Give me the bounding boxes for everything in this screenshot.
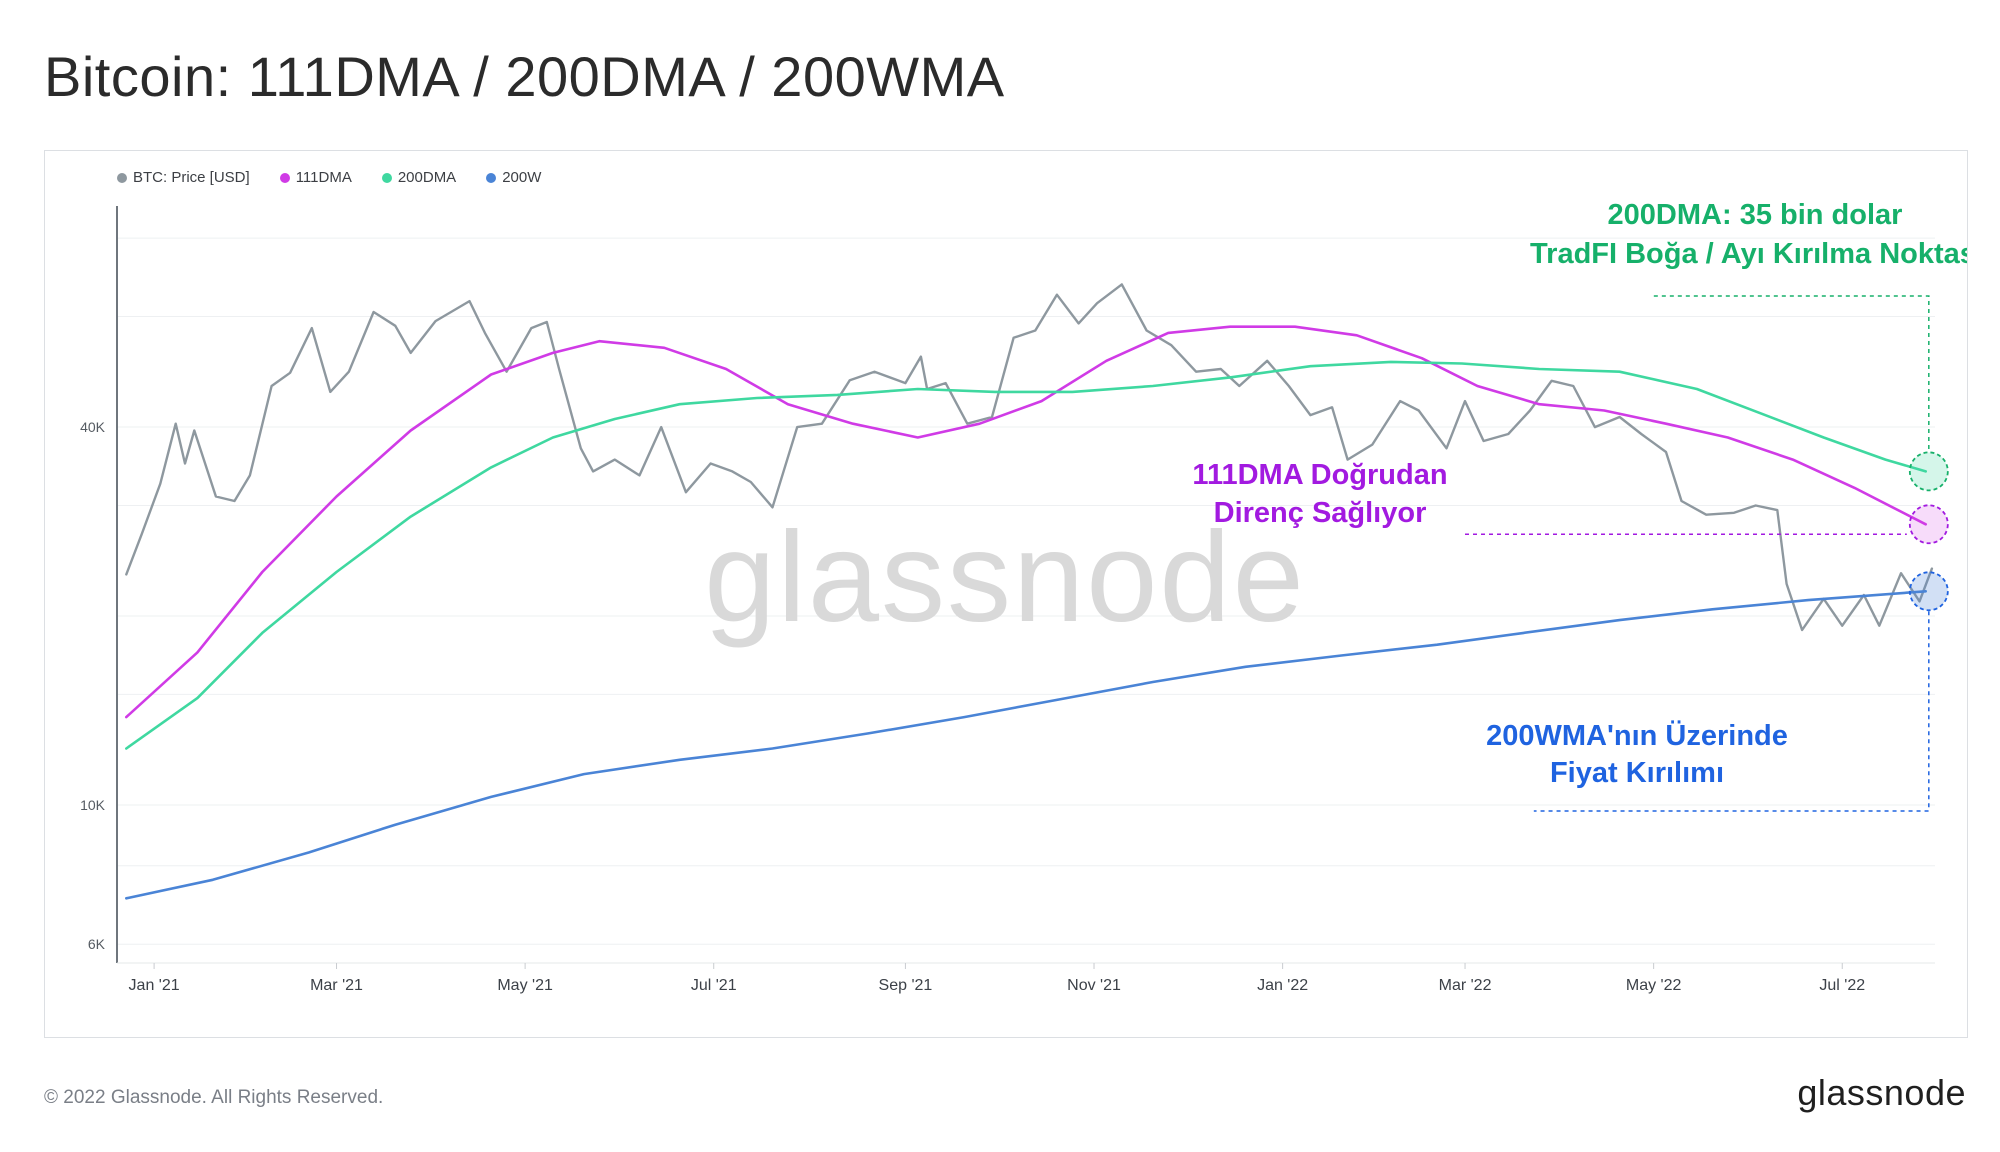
x-tick-label: Sep '21: [879, 977, 933, 994]
annotation-purple-line1: 111DMA Doğrudan: [1192, 459, 1447, 491]
annotation-green-line2: TradFI Boğa / Ayı Kırılma Noktası: [1530, 238, 1967, 270]
legend-label-200dma: 200DMA: [397, 169, 457, 186]
legend-dot-111dma-icon: [279, 172, 290, 183]
chart-grid: [117, 237, 1935, 945]
chart-series: [125, 283, 1934, 900]
legend-item-111dma[interactable]: 111DMA: [279, 169, 352, 186]
x-tick-label: Nov '21: [1067, 977, 1121, 994]
legend-dot-price-icon: [117, 172, 127, 183]
annotation-circle-111dma: [1908, 504, 1949, 545]
annotation-purple-line2: Direnç Sağlıyor: [1214, 497, 1427, 529]
legend-item-200dma[interactable]: 200DMA: [381, 169, 457, 186]
x-tick-label: Jan '21: [129, 977, 180, 994]
annotation-guide-blue: [1533, 611, 1930, 812]
annotation-circle-200w: [1908, 571, 1949, 612]
x-tick-label: Mar '22: [1439, 977, 1492, 994]
chart-axes: 6K 10K 40K Jan '21 Mar '21 May '21 Jul '21 Sep …: [80, 206, 1935, 994]
x-tick-label: Jan '22: [1257, 977, 1308, 994]
annotation-guide-green: [1653, 295, 1930, 452]
legend-item-200w[interactable]: 200W: [486, 169, 541, 186]
chart-legend: BTC: Price [USD] 111DMA 200DMA 200W: [117, 169, 541, 186]
series-line-200dma[interactable]: [125, 360, 1927, 750]
legend-label-price: BTC: Price [USD]: [133, 169, 250, 186]
legend-label-200w: 200W: [502, 169, 542, 186]
y-tick-label: 40K: [80, 419, 106, 435]
page-title: Bitcoin: 111DMA / 200DMA / 200WMA: [44, 45, 1005, 108]
series-line-111dma[interactable]: [125, 325, 1927, 719]
legend-label-111dma: 111DMA: [295, 169, 352, 186]
brand-logo: glassnode: [1797, 1072, 1966, 1113]
x-tick-label: Mar '21: [310, 977, 363, 994]
annotation-green-line1: 200DMA: 35 bin dolar: [1608, 199, 1903, 231]
chart-panel: glassnode 6K 10K 40K Jan '21 Mar '21 May '21 J…: [44, 150, 1968, 1038]
watermark: glassnode: [704, 506, 1306, 649]
x-tick-label: Jul '21: [691, 977, 737, 994]
x-tick-label: May '21: [497, 977, 553, 994]
legend-dot-200dma-icon: [381, 172, 392, 183]
legend-dot-200w-icon: [486, 172, 497, 183]
chart-annotations: 200DMA: 35 bin dolar TradFI Boğa / Ayı Kı…: [1192, 199, 1967, 812]
legend-item-price[interactable]: BTC: Price [USD]: [117, 169, 250, 186]
annotation-blue-line1: 200WMA'nın Üzerinde: [1486, 719, 1788, 752]
series-line-200w[interactable]: [125, 590, 1927, 900]
y-tick-label: 10K: [80, 797, 106, 813]
annotation-circle-200dma: [1908, 451, 1949, 492]
series-line-btc-price-usd[interactable]: [125, 283, 1934, 632]
y-tick-label: 6K: [88, 936, 106, 952]
chart-svg[interactable]: glassnode 6K 10K 40K Jan '21 Mar '21 May '21 J…: [45, 151, 1967, 1037]
copyright-footer: © 2022 Glassnode. All Rights Reserved.: [44, 1087, 384, 1108]
x-tick-label: May '22: [1626, 977, 1682, 994]
x-tick-label: Jul '22: [1819, 977, 1865, 994]
annotation-blue-line2: Fiyat Kırılımı: [1550, 757, 1724, 789]
